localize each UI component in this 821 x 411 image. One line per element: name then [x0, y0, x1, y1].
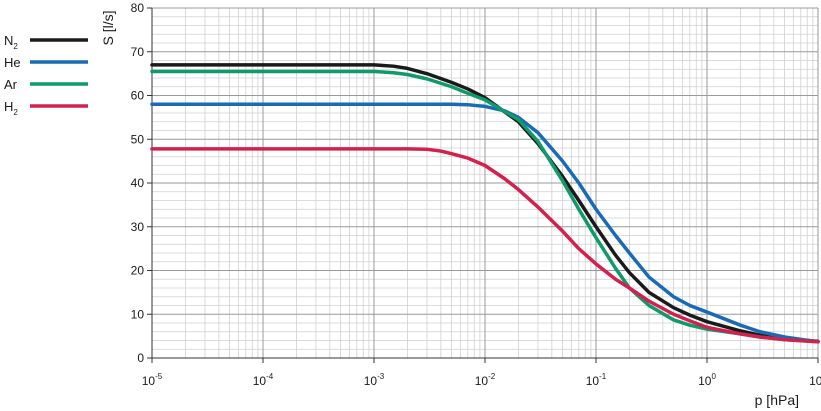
x-tick-label: 10-5	[142, 372, 163, 388]
y-tick-label: 80	[131, 1, 145, 15]
y-tick-label: 40	[131, 176, 145, 190]
y-tick-label: 20	[131, 264, 145, 278]
y-tick-label: 60	[131, 89, 145, 103]
y-tick-label: 30	[131, 220, 145, 234]
legend: N2 He Ar H2	[4, 33, 88, 117]
y-tick-label: 10	[131, 307, 145, 321]
y-tick-label: 50	[131, 132, 145, 146]
y-axis-label: S [l/s]	[100, 10, 116, 45]
series-line-he	[150, 102, 820, 344]
axes: 0 10 20 30 40 50 60 70 80 10-5 10-4 10-3 10-2 10-1 100…	[131, 1, 821, 388]
y-tick-label: 70	[131, 45, 145, 59]
series-line-h2	[150, 147, 820, 344]
legend-label-ar: Ar	[4, 77, 18, 92]
legend-label-he: He	[4, 55, 21, 70]
series-line-n2	[150, 63, 820, 344]
x-axis-label: p [hPa]	[755, 392, 799, 408]
grid	[151, 7, 819, 359]
x-tick-label: 10-4	[253, 372, 274, 388]
x-tick-label: 10-2	[475, 372, 496, 388]
legend-label-n2: N2	[4, 33, 18, 51]
x-tick-label: 10-3	[364, 372, 385, 388]
x-tick-label: 101	[809, 372, 821, 388]
x-tick-label: 100	[698, 372, 716, 388]
legend-label-h2: H2	[4, 99, 18, 117]
y-tick-label: 0	[137, 351, 144, 365]
data-series	[150, 63, 820, 344]
x-tick-label: 10-1	[586, 372, 607, 388]
